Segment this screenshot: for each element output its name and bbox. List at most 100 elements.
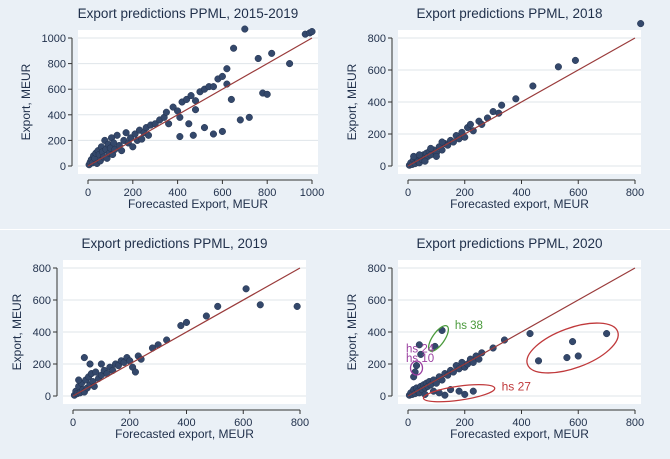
data-point	[218, 127, 226, 135]
y-tick-label: 0	[380, 161, 386, 173]
data-point	[256, 301, 264, 309]
data-point	[603, 330, 611, 338]
y-tick-label: 800	[33, 263, 51, 275]
y-tick-label: 400	[368, 327, 386, 339]
data-point	[202, 312, 210, 320]
chart-title: Export predictions PPML, 2019	[81, 236, 267, 251]
data-point	[286, 60, 294, 68]
data-point	[574, 352, 582, 360]
data-point	[569, 338, 577, 346]
data-point	[218, 72, 226, 80]
data-point	[241, 25, 249, 33]
y-tick-label: 600	[368, 65, 386, 77]
hs24-label: hs 24	[406, 343, 435, 355]
x-tick-label: 400	[512, 417, 530, 429]
chart-panel-2019: 0 200 400 600 800 0 200 400 600 800 Export predict…	[0, 230, 335, 459]
data-point	[526, 330, 534, 338]
hs10-outline	[409, 360, 424, 376]
y-tick-label: 200	[48, 135, 66, 147]
data-point	[263, 90, 271, 98]
data-point	[254, 54, 262, 63]
y-tick-label: 400	[48, 110, 66, 122]
data-point	[183, 95, 191, 103]
chart-title: Export predictions PPML, 2020	[416, 236, 602, 251]
chart-title: Export predictions PPML, 2018	[416, 6, 602, 21]
x-tick-label: 400	[177, 417, 195, 429]
data-point	[554, 63, 562, 71]
fit-line	[407, 37, 636, 167]
y-tick-label: 200	[368, 359, 386, 371]
data-point	[129, 143, 137, 151]
data-point	[131, 368, 139, 376]
data-point	[293, 302, 301, 310]
data-point	[417, 350, 425, 358]
y-tick-label: 800	[368, 33, 386, 45]
y-tick-label: 400	[33, 327, 51, 339]
data-point	[169, 103, 177, 111]
chart-panel-2018: 0 200 400 600 800 0 200 400 600 800 Export predict…	[335, 0, 670, 229]
data-point	[230, 44, 238, 52]
y-tick-label: 200	[368, 129, 386, 141]
x-tick-label: 1000	[300, 187, 324, 199]
data-point	[185, 120, 193, 128]
x-axis-label: Forecasted export, MEUR	[450, 427, 589, 441]
data-point	[92, 368, 100, 376]
data-point	[227, 95, 235, 103]
data-point	[245, 113, 253, 121]
data-point	[75, 376, 83, 384]
chart-svg-2018: 0 200 400 600 800 0 200 400 600 800 Export predict…	[345, 6, 645, 211]
fit-line	[72, 267, 301, 397]
y-tick-label: 600	[33, 295, 51, 307]
data-point	[214, 302, 222, 310]
data-point	[113, 131, 121, 139]
data-point	[189, 131, 197, 139]
chart-svg-2020: 0 200 400 600 800 0 200 400 600 800 Export predict…	[345, 236, 644, 441]
x-axis-label: Forecasted export, MEUR	[450, 197, 589, 211]
data-point	[182, 318, 191, 326]
data-point	[412, 362, 421, 370]
data-point	[529, 82, 537, 90]
y-axis-label: Export, MEUR	[345, 293, 359, 370]
x-tick-label: 0	[405, 187, 411, 199]
data-point	[177, 322, 185, 330]
data-point	[512, 95, 520, 103]
data-point	[86, 360, 94, 368]
x-tick-label: 800	[291, 417, 309, 429]
chart-title: Export predictions PPML, 2015-2019	[78, 6, 299, 21]
y-axis-label: Export, MEUR	[10, 293, 24, 370]
x-tick-label: 400	[512, 187, 530, 199]
x-tick-label: 800	[258, 187, 276, 199]
hs10-label: hs 10	[406, 353, 434, 365]
x-tick-label: 600	[213, 187, 231, 199]
hs27-label: hs 27	[502, 379, 532, 393]
y-tick-label: 200	[33, 359, 51, 371]
data-point	[469, 387, 477, 395]
fit-line	[407, 267, 636, 397]
data-point	[131, 130, 139, 138]
chart-panel-2015-2019: 0 200 400 600 800 1000 0 200 400 600 800 1000 Export…	[0, 0, 335, 229]
data-point	[308, 28, 316, 36]
data-point	[415, 151, 423, 159]
x-tick-label: 200	[456, 187, 474, 199]
data-point	[534, 357, 543, 365]
data-point	[498, 101, 506, 109]
x-axis-label: Forecasted Export, MEUR	[128, 197, 268, 211]
data-point	[122, 129, 130, 137]
y-tick-label: 600	[368, 295, 386, 307]
data-point	[97, 360, 105, 368]
x-tick-label: 200	[121, 417, 139, 429]
data-point	[268, 49, 276, 57]
x-axis-label: Forecasted export, MEUR	[115, 427, 254, 441]
x-tick-label: 600	[569, 187, 587, 199]
data-point	[242, 285, 250, 293]
data-point	[461, 390, 469, 398]
data-point	[200, 124, 209, 132]
hs38-outline	[427, 324, 450, 352]
chart-panel-2020: 0 200 400 600 800 0 200 400 600 800 Export predict…	[335, 230, 670, 459]
chart-svg-2019: 0 200 400 600 800 0 200 400 600 800 Export predict…	[10, 236, 309, 441]
data-point	[236, 116, 244, 124]
y-tick-label: 800	[368, 263, 386, 275]
hs38-label: hs 38	[455, 320, 483, 332]
x-tick-label: 600	[569, 417, 587, 429]
data-point	[415, 341, 423, 349]
